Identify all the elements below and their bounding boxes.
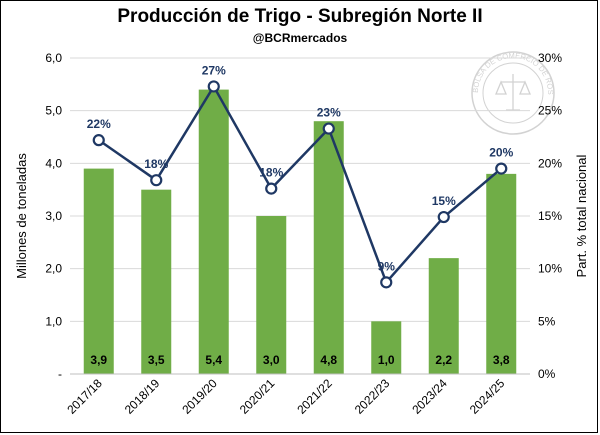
bar: [198, 89, 229, 374]
bar-value-label: 1,0: [378, 353, 395, 367]
x-tick-label: 2020/21: [237, 376, 278, 417]
line-marker: [495, 162, 508, 175]
bar-value-label: 3,5: [148, 353, 165, 367]
y-tick-label: 3,0: [45, 209, 62, 223]
x-tick-label: 2022/23: [352, 376, 393, 417]
bar: [371, 321, 402, 374]
chart-subtitle: @BCRmercados: [252, 31, 348, 45]
line-value-label: 18%: [144, 157, 168, 171]
bar: [141, 189, 172, 374]
y2-tick-label: 0%: [538, 367, 556, 381]
bar-value-label: 3,0: [263, 353, 280, 367]
x-tick-label: 2017/18: [64, 376, 105, 417]
line-marker: [380, 276, 393, 289]
x-tick-label: 2024/25: [467, 376, 508, 417]
gridlines: [70, 57, 530, 375]
bar: [428, 258, 459, 374]
line-marker: [265, 182, 278, 195]
y-tick-label: -: [58, 367, 62, 381]
y2-tick-label: 5%: [538, 314, 556, 328]
share-line: [98, 85, 503, 284]
bar: [256, 216, 287, 374]
bar-value-label: 4,8: [320, 353, 337, 367]
line-value-label: 20%: [489, 146, 513, 160]
x-tick-label: 2019/20: [179, 376, 220, 417]
bar: [313, 121, 344, 374]
line-value-label: 15%: [432, 194, 456, 208]
chart-title: Producción de Trigo - Subregión Norte II: [117, 6, 483, 27]
y2-tick-label: 25%: [538, 104, 562, 118]
bcr-seal-watermark: BOLSA DE COMERCIO DE ROSARIO: [470, 50, 555, 135]
x-tick-label: 2018/19: [122, 376, 163, 417]
y2-axis-title: Part. % total nacional: [574, 154, 589, 277]
bar: [486, 173, 517, 374]
x-tick-label: 2023/24: [409, 376, 450, 417]
y-tick-label: 4,0: [45, 156, 62, 170]
line-series: [92, 80, 508, 289]
y-axis-title: Millones de toneladas: [14, 153, 29, 279]
line-marker: [150, 174, 163, 187]
y2-tick-label: 15%: [538, 209, 562, 223]
line-marker: [207, 80, 220, 93]
line-marker: [322, 122, 335, 135]
bar: [83, 168, 114, 374]
y-tick-label: 2,0: [45, 262, 62, 276]
bar-value-label: 2,2: [435, 353, 452, 367]
line-value-label: 27%: [202, 63, 226, 77]
y2-tick-label: 20%: [538, 156, 562, 170]
line-value-label: 9%: [378, 259, 396, 273]
y-tick-label: 5,0: [45, 104, 62, 118]
bar-series: [83, 89, 517, 374]
line-marker: [92, 134, 105, 147]
y2-tick-label: 10%: [538, 262, 562, 276]
bar-value-label: 3,8: [493, 353, 510, 367]
y2-tick-label: 30%: [538, 51, 562, 65]
bar-value-label: 3,9: [90, 353, 107, 367]
line-value-label: 22%: [87, 117, 111, 131]
y-tick-label: 1,0: [45, 314, 62, 328]
bar-value-label: 5,4: [205, 353, 222, 367]
data-labels: 3,9 3,5 5,4 3,0 4,8 1,0 2,2 3,8 22% 18% 27% 18% 23% 9…: [87, 63, 514, 367]
line-value-label: 18%: [259, 166, 283, 180]
line-marker: [437, 210, 450, 224]
y-tick-label: 6,0: [45, 51, 62, 65]
line-value-label: 23%: [317, 106, 341, 120]
x-tick-label: 2021/22: [294, 376, 335, 417]
